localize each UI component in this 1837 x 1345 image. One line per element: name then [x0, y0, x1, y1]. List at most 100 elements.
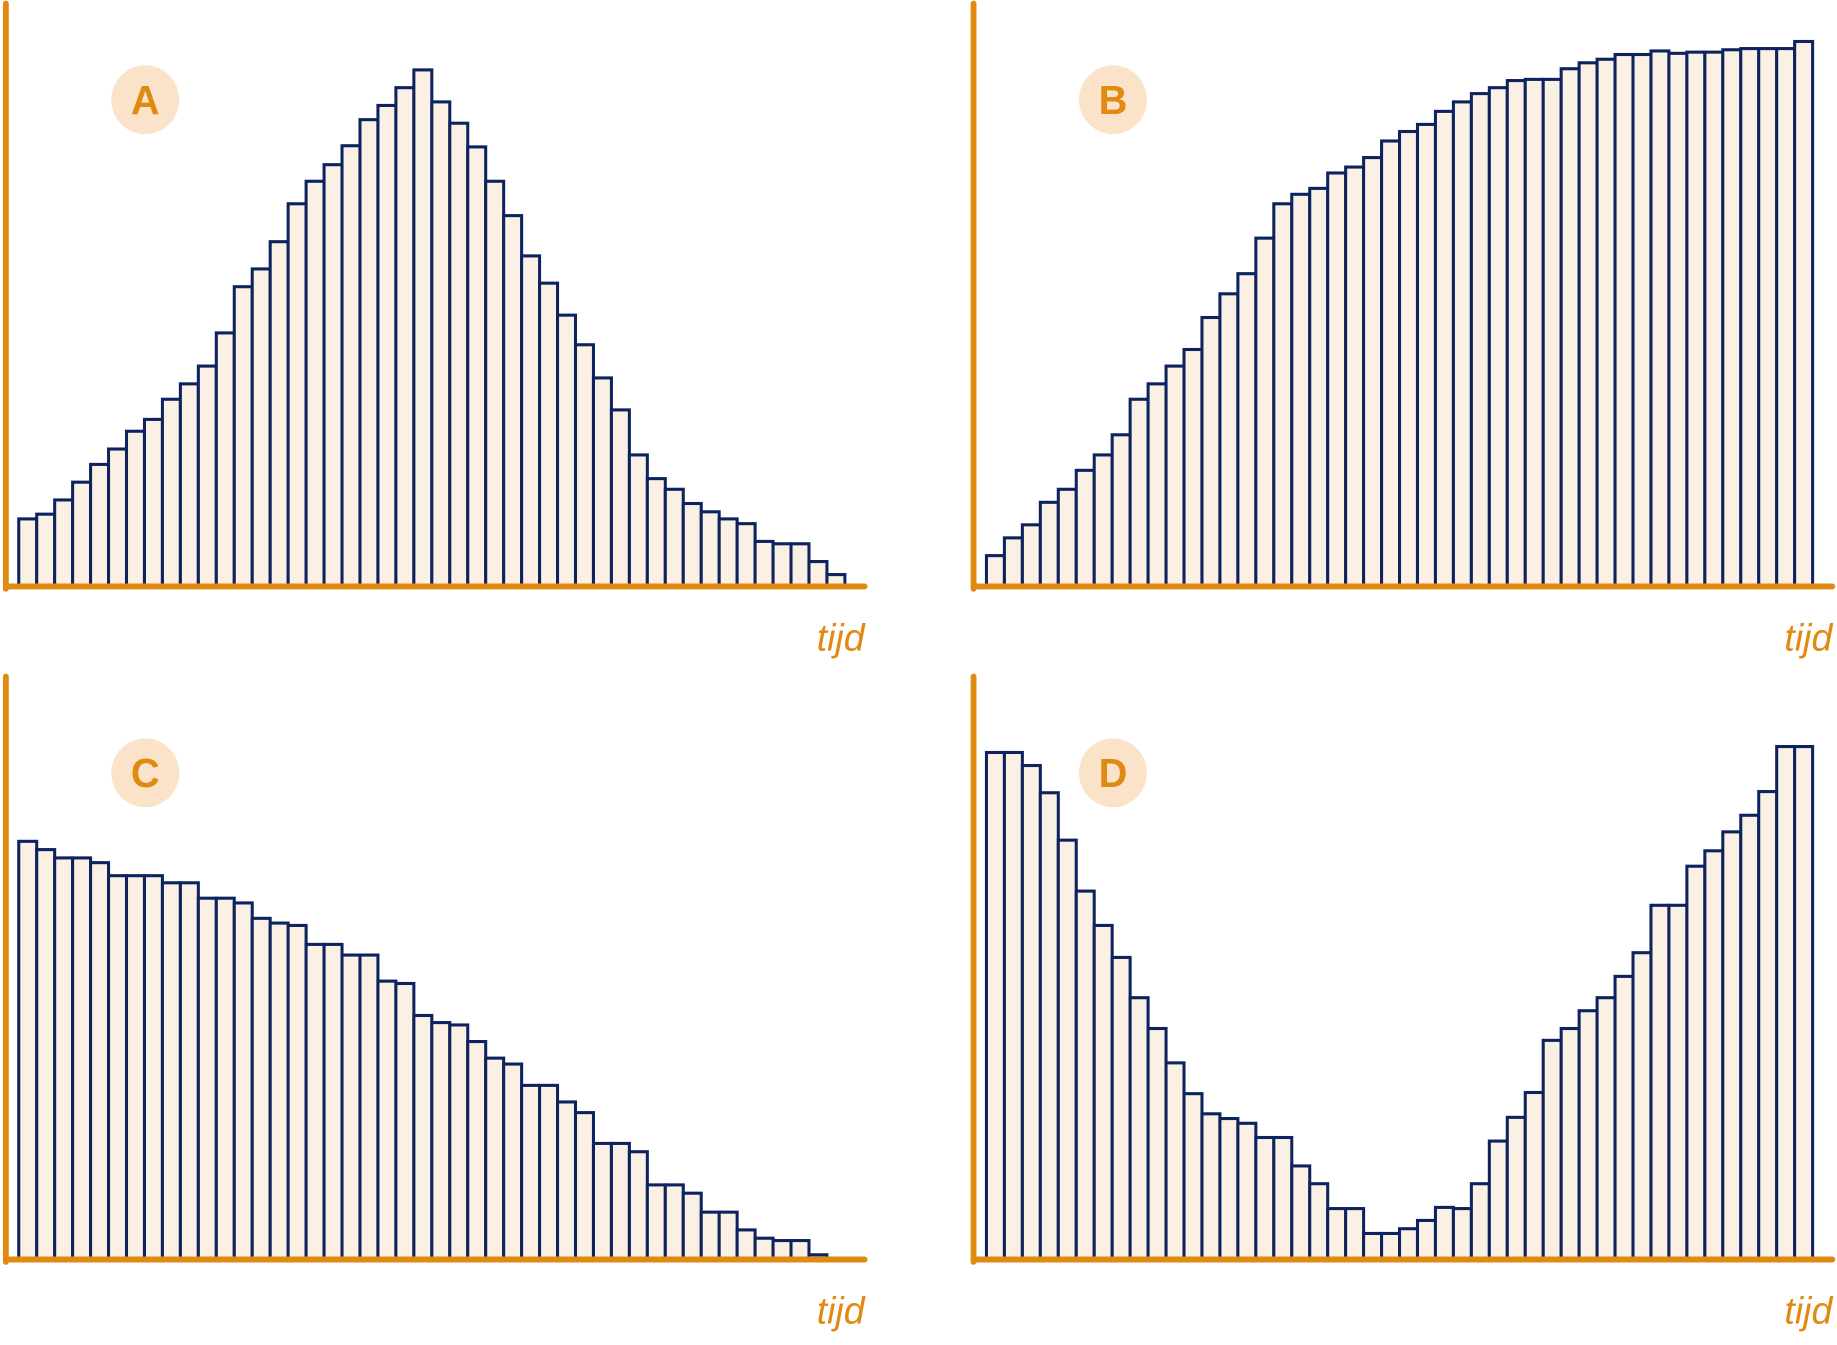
bar [645, 477, 667, 588]
bar [340, 144, 362, 588]
bar [1523, 77, 1545, 588]
bar [556, 313, 578, 588]
bar [124, 874, 146, 1262]
bar [1092, 453, 1114, 588]
bar [717, 1210, 739, 1262]
bar [1595, 57, 1617, 588]
bar [627, 1150, 649, 1262]
bar [376, 103, 398, 588]
bar [1469, 1182, 1491, 1262]
bar [1739, 813, 1761, 1262]
bar [1793, 745, 1815, 1262]
bar [1613, 974, 1635, 1262]
bar [699, 510, 721, 588]
bar [304, 179, 326, 588]
bar [1487, 86, 1509, 588]
bar [1020, 523, 1042, 588]
bar [1398, 129, 1420, 588]
bar [286, 202, 308, 588]
bar [394, 981, 416, 1262]
bar [1326, 171, 1348, 588]
bar [538, 1083, 560, 1262]
bar [1451, 1207, 1473, 1262]
bar [53, 498, 75, 588]
bar [984, 554, 1006, 588]
bar [1290, 1164, 1312, 1262]
bar [1613, 52, 1635, 588]
bar [17, 517, 39, 588]
bar [1649, 903, 1671, 1262]
bar [609, 408, 631, 588]
bar [1721, 48, 1743, 588]
bar [304, 942, 326, 1262]
bar [1595, 996, 1617, 1262]
bar [1110, 955, 1132, 1262]
bar [1487, 1139, 1509, 1262]
bar [107, 874, 129, 1262]
bar [1703, 50, 1725, 588]
bar [412, 68, 434, 588]
bar [1308, 1182, 1330, 1262]
bar [1236, 272, 1258, 588]
bar [1505, 1115, 1527, 1262]
bar [1667, 51, 1689, 588]
bar [1056, 838, 1078, 1262]
bar [1469, 92, 1491, 588]
bar [1541, 77, 1563, 588]
bar [1056, 487, 1078, 588]
label-badge [1079, 738, 1147, 808]
bar [268, 240, 290, 588]
bar [1254, 236, 1276, 588]
bar [1002, 536, 1024, 588]
bar [89, 462, 111, 588]
bar [1218, 1117, 1240, 1262]
bar [1739, 47, 1761, 588]
bar [753, 1236, 775, 1262]
bar [1775, 47, 1797, 588]
x-axis-label: tijd [1784, 1289, 1833, 1331]
bar [35, 848, 57, 1262]
bar [1020, 763, 1042, 1262]
bar [448, 121, 470, 588]
bar [807, 560, 829, 588]
bar [448, 1023, 470, 1262]
bar [124, 429, 146, 588]
bar [322, 163, 344, 588]
bar [1631, 951, 1653, 1262]
bar [1146, 1026, 1168, 1262]
bar [1433, 109, 1455, 588]
bar [609, 1141, 631, 1262]
bar [1667, 903, 1689, 1262]
bar [1200, 1112, 1222, 1262]
bar [1182, 347, 1204, 588]
bar [1326, 1207, 1348, 1262]
bar [663, 487, 685, 588]
bar [1164, 364, 1186, 588]
bar [412, 1013, 434, 1262]
bar [484, 179, 506, 588]
bar [232, 285, 254, 588]
bar [735, 1228, 757, 1262]
bar [520, 1083, 542, 1262]
chart-title: C [131, 752, 160, 796]
bar [556, 1100, 578, 1262]
bar [663, 1183, 685, 1262]
bar [1272, 1135, 1294, 1262]
bar [466, 1040, 488, 1262]
bar [1128, 996, 1150, 1262]
bar [394, 86, 416, 588]
bar [1362, 1231, 1384, 1262]
bar [250, 916, 272, 1262]
bar [178, 881, 200, 1262]
bar [1038, 500, 1060, 588]
bar [1164, 1061, 1186, 1262]
bar [430, 100, 452, 588]
bar [1344, 165, 1366, 588]
label-badge [111, 738, 180, 808]
bar [1415, 122, 1437, 588]
bar [1559, 1026, 1581, 1262]
bar [1559, 67, 1581, 588]
bar [1685, 864, 1707, 1262]
bar [1236, 1121, 1258, 1262]
